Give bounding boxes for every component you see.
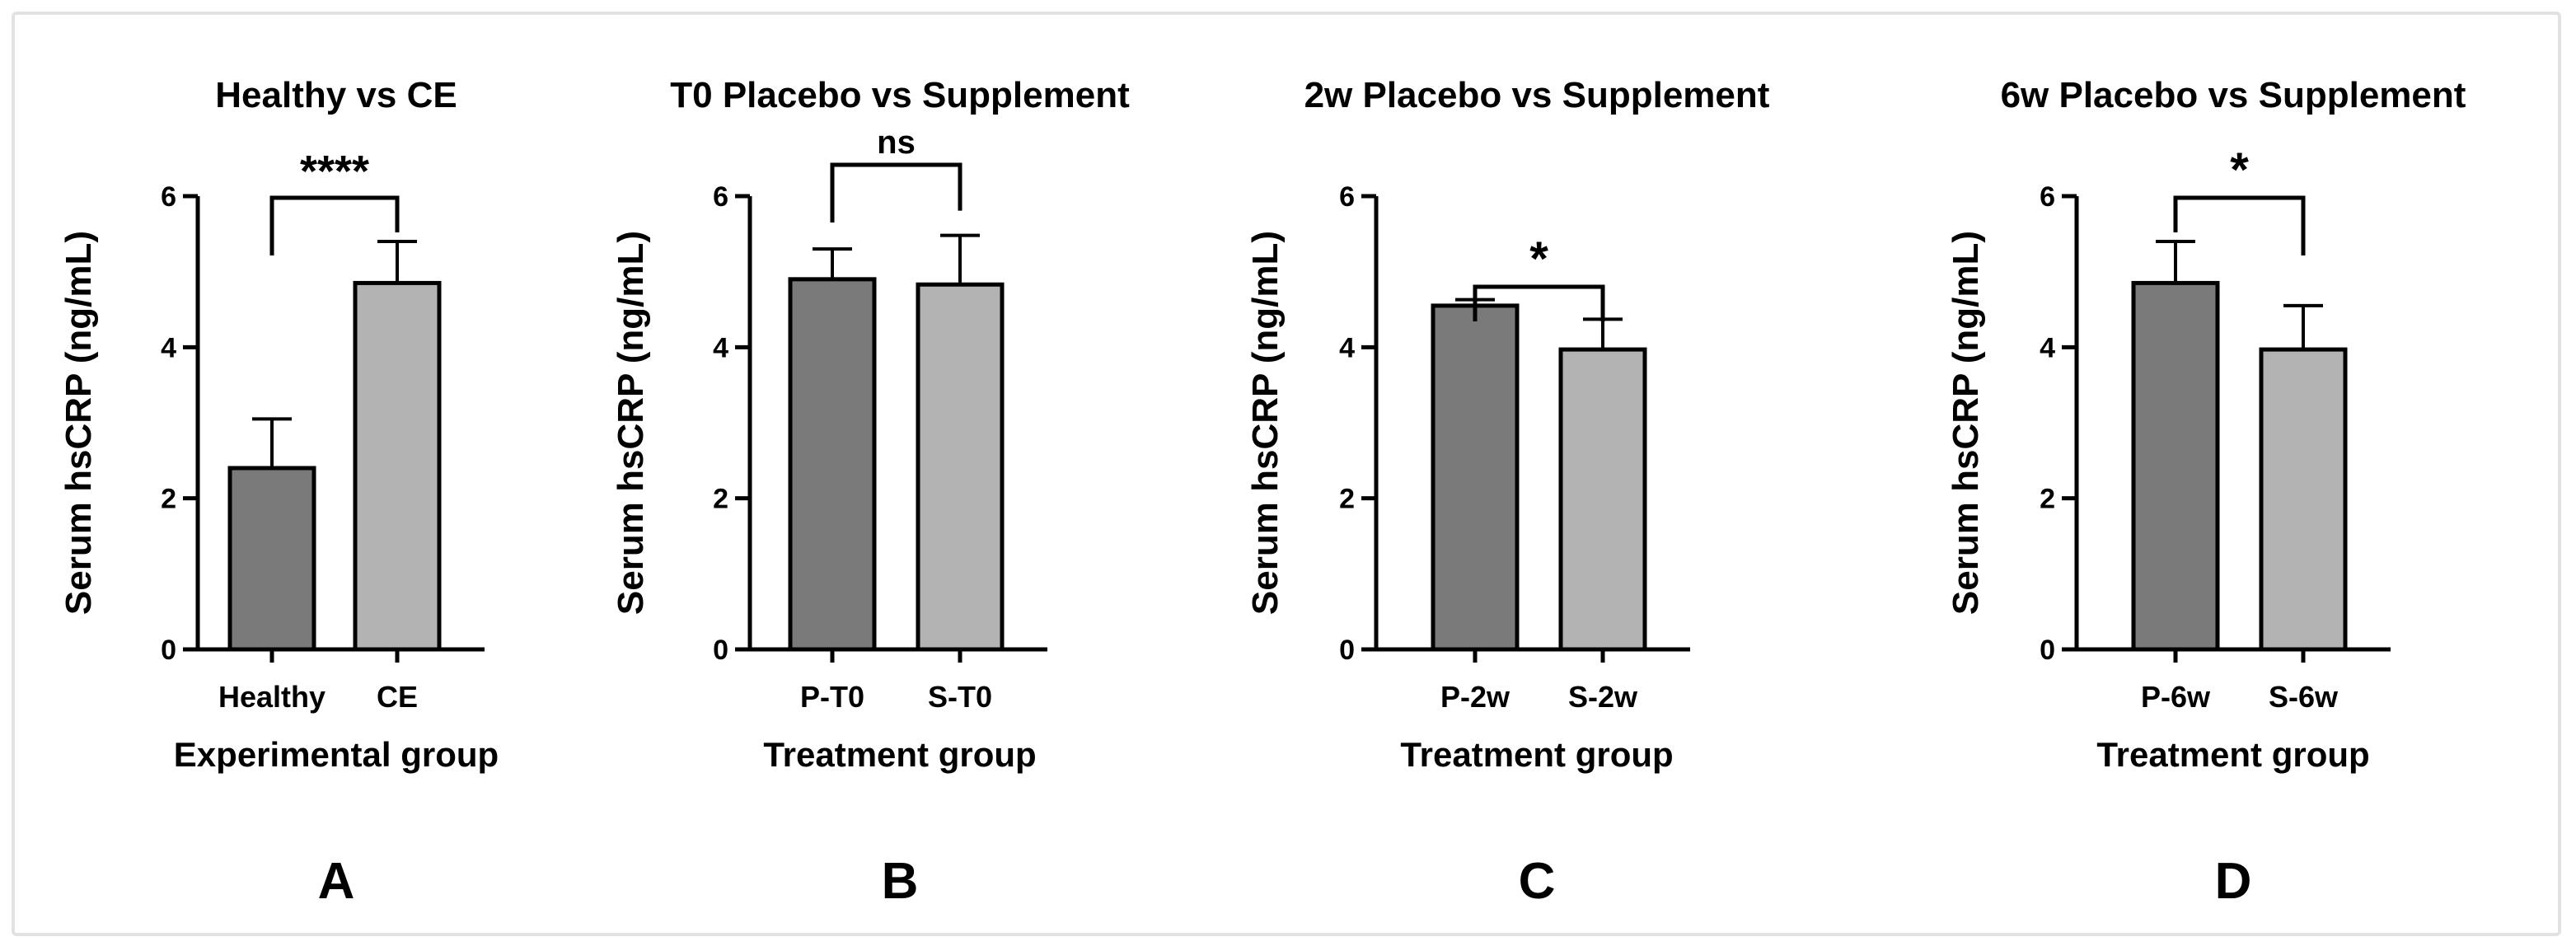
bar-p-2w (1431, 303, 1520, 652)
y-tick-label: 0 (161, 635, 176, 666)
y-tick-label: 2 (1339, 484, 1355, 515)
y-tick-label: 6 (713, 181, 728, 213)
y-tick-label: 6 (2040, 181, 2055, 213)
y-tick-label: 4 (2040, 332, 2055, 363)
chart-panel-d: 6w Placebo vs Supplement 0 2 4 6 Serum hsCRP … (1946, 75, 2466, 910)
x-tick-label: P-6w (2141, 680, 2211, 714)
panel-label: C (1519, 853, 1556, 910)
y-axis-label: Serum hsCRP (ng/mL) (1946, 231, 1986, 615)
significance-bracket (830, 162, 962, 223)
significance-label: **** (300, 147, 369, 196)
x-tick-label: S-6w (2269, 680, 2339, 714)
chart-panel-a: Healthy vs CE 0 2 4 6 Serum hsCRP (ng/mL) Heal… (59, 75, 499, 910)
x-axis-label: Treatment group (763, 735, 1036, 774)
chart-panel-c: 2w Placebo vs Supplement 0 2 4 6 Serum hsCRP … (1245, 75, 1770, 910)
x-tick-label: S-T0 (928, 680, 992, 714)
x-tick-label: Healthy (218, 680, 326, 714)
panel-label: B (882, 853, 919, 910)
bar-s-2w (1558, 347, 1647, 652)
x-tick-label: P-T0 (800, 680, 864, 714)
y-tick-label: 6 (1339, 181, 1355, 213)
chart-title: T0 Placebo vs Supplement (670, 75, 1130, 115)
x-tick-label: CE (377, 680, 418, 714)
bar-s-6w (2259, 347, 2348, 652)
y-axis-label: Serum hsCRP (ng/mL) (59, 231, 99, 615)
y-tick-label: 4 (1339, 332, 1355, 363)
y-tick-label: 4 (713, 332, 728, 363)
x-axis-label: Treatment group (1400, 735, 1673, 774)
significance-label: * (1529, 232, 1548, 286)
y-tick-label: 6 (161, 181, 176, 213)
significance-bracket (2173, 195, 2306, 255)
x-tick-label: P-2w (1440, 680, 1510, 714)
y-tick-label: 0 (1339, 635, 1355, 666)
panel-label: A (318, 853, 355, 910)
bar-p-6w (2131, 280, 2220, 652)
x-axis-label: Treatment group (2096, 735, 2369, 774)
chart-panel-b: T0 Placebo vs Supplement 0 2 4 6 Serum hsCRP … (611, 75, 1130, 910)
y-tick-label: 0 (2040, 635, 2055, 666)
x-tick-label: S-2w (1568, 680, 1638, 714)
panel-label: D (2215, 853, 2252, 910)
chart-title: 2w Placebo vs Supplement (1304, 75, 1770, 115)
chart-title: Healthy vs CE (215, 75, 457, 115)
y-axis-label: Serum hsCRP (ng/mL) (611, 231, 651, 615)
significance-label: ns (877, 124, 916, 161)
y-tick-label: 2 (161, 484, 176, 515)
significance-bracket (269, 195, 400, 255)
bar-p-t0 (788, 277, 877, 652)
y-tick-label: 4 (161, 332, 176, 363)
bar-healthy (227, 466, 316, 652)
y-tick-label: 2 (713, 484, 728, 515)
x-axis-label: Experimental group (174, 735, 499, 774)
y-axis-label: Serum hsCRP (ng/mL) (1245, 231, 1286, 615)
bar-s-t0 (916, 282, 1005, 652)
y-tick-label: 2 (2040, 484, 2055, 515)
chart-title: 6w Placebo vs Supplement (2001, 75, 2466, 115)
y-tick-label: 0 (713, 635, 728, 666)
bar-ce (353, 280, 442, 652)
significance-label: * (2230, 143, 2249, 197)
significance-bracket (1473, 284, 1605, 321)
